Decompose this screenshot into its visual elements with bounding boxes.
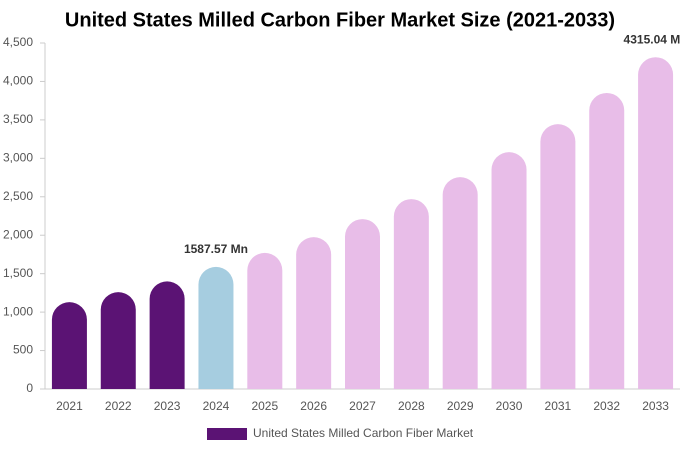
- legend-label: United States Milled Carbon Fiber Market: [253, 426, 474, 440]
- x-tick-label: 2028: [398, 399, 425, 413]
- y-tick-label: 2,000: [3, 227, 33, 241]
- x-tick-label: 2029: [447, 399, 474, 413]
- x-tick-label: 2024: [203, 399, 230, 413]
- bar: [51, 302, 87, 389]
- bar: [149, 281, 185, 389]
- x-tick-label: 2027: [349, 399, 376, 413]
- x-tick-label: 2031: [545, 399, 572, 413]
- y-tick-label: 0: [26, 381, 33, 395]
- bar: [589, 92, 625, 389]
- bar: [247, 252, 283, 389]
- x-tick-label: 2032: [593, 399, 620, 413]
- y-tick-label: 3,000: [3, 151, 33, 165]
- x-tick-label: 2023: [154, 399, 181, 413]
- bar: [540, 124, 576, 390]
- x-tick-label: 2025: [251, 399, 278, 413]
- bar: [638, 57, 674, 389]
- x-tick-label: 2026: [300, 399, 327, 413]
- bar: [345, 219, 380, 389]
- y-tick-label: 2,500: [3, 189, 33, 203]
- x-tick-label: 2030: [496, 399, 523, 413]
- x-tick-label: 2021: [56, 399, 83, 413]
- y-tick-label: 4,500: [3, 35, 33, 49]
- y-tick-label: 4,000: [3, 74, 33, 88]
- y-tick-label: 500: [13, 343, 33, 357]
- legend-swatch: [207, 428, 247, 440]
- bar: [491, 152, 527, 389]
- y-tick-label: 1,500: [3, 266, 33, 280]
- bar: [100, 292, 136, 389]
- bar: [393, 199, 429, 389]
- chart-title: United States Milled Carbon Fiber Market…: [65, 9, 615, 31]
- x-tick-label: 2022: [105, 399, 132, 413]
- value-label: 4315.04 Mn: [624, 32, 680, 46]
- bar: [296, 237, 332, 389]
- bar: [198, 266, 234, 389]
- y-tick-label: 3,500: [3, 112, 33, 126]
- value-label: 1587.57 Mn: [184, 242, 248, 256]
- y-tick-label: 1,000: [3, 304, 33, 318]
- x-tick-label: 2033: [642, 399, 669, 413]
- bar: [442, 177, 478, 389]
